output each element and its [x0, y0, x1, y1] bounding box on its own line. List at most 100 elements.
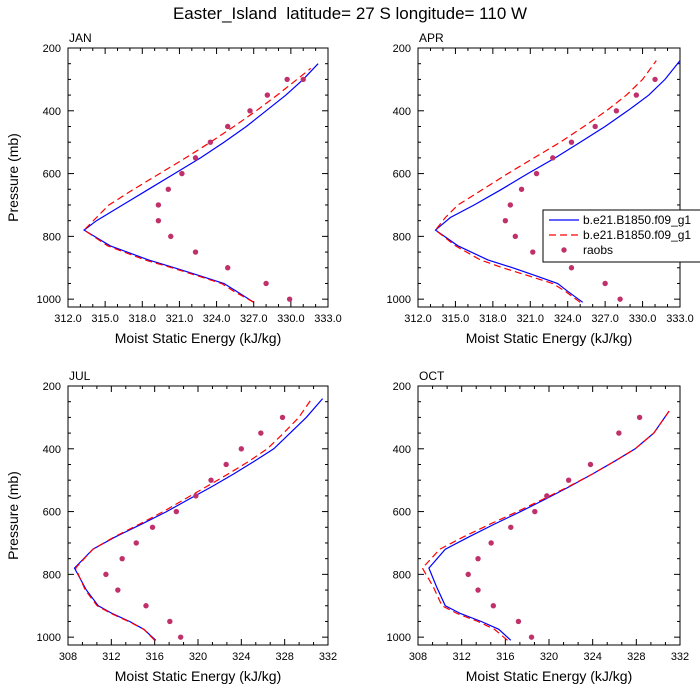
raobs-point — [225, 123, 231, 130]
raobs-point — [475, 555, 481, 562]
panel-title: JUL — [69, 369, 91, 383]
raobs-point — [173, 508, 180, 515]
raobs-point — [284, 76, 290, 83]
y-tick-label: 600 — [393, 169, 411, 181]
y-tick-label: 800 — [393, 231, 411, 243]
raobs-point — [286, 296, 293, 302]
plot-frame — [67, 385, 329, 646]
y-tick-label: 400 — [393, 106, 411, 118]
legend-marker-points — [561, 247, 567, 253]
x-tick-label: 308 — [59, 651, 77, 663]
raobs-point — [119, 555, 125, 562]
x-tick-label: 312 — [102, 651, 120, 663]
legend-box — [542, 209, 700, 263]
y-tick-label: 1000 — [387, 632, 411, 644]
y-tick-label: 200 — [393, 381, 411, 393]
x-tick-label: 324 — [583, 651, 601, 663]
raobs-point — [533, 170, 540, 177]
x-tick-label: 328 — [627, 651, 645, 663]
raobs-point — [515, 618, 522, 625]
x-tick-label: 318.0 — [479, 313, 507, 325]
raobs-point — [165, 186, 171, 192]
plot-frame — [417, 385, 681, 646]
raobs-point — [617, 296, 623, 302]
y-tick-label: 400 — [43, 106, 61, 118]
y-tick-label: 1000 — [37, 294, 61, 306]
raobs-point — [465, 571, 471, 578]
y-tick-label: 400 — [43, 444, 61, 456]
raobs-point — [115, 587, 121, 593]
raobs-point — [616, 430, 622, 436]
series-line-dashed — [421, 410, 670, 641]
x-tick-label: 330.0 — [629, 313, 657, 325]
raobs-point — [207, 139, 214, 145]
raobs-point — [544, 493, 550, 499]
raobs-point — [636, 414, 643, 421]
x-tick-label: 333.0 — [314, 313, 342, 325]
panel-jan: 312.0 315.0 318.0 321.0 324.0 327.0 330.0 333.0… — [5, 31, 342, 346]
x-tick-label: 321.0 — [517, 313, 545, 325]
x-tick-label: 332 — [319, 651, 337, 663]
y-tick-label: 200 — [393, 43, 411, 55]
series-line-dashed — [434, 60, 657, 303]
raobs-point — [103, 571, 109, 578]
panel-oct: 308 312 316 320 324 328 332 200 400 600 800 1000 OCT… — [387, 369, 690, 684]
x-tick-label: 330.0 — [277, 313, 305, 325]
raobs-point — [490, 603, 497, 609]
raobs-point — [488, 540, 494, 546]
plot-frame — [67, 47, 329, 308]
raobs-point — [300, 76, 306, 83]
y-tick-label: 600 — [43, 507, 61, 519]
y-tick-label: 1000 — [37, 632, 61, 644]
raobs-point — [507, 202, 514, 208]
x-tick-label: 312 — [452, 651, 470, 663]
x-axis-label: Moist Static Energy (kJ/kg) — [115, 330, 282, 346]
raobs-point — [263, 280, 269, 287]
raobs-point — [652, 76, 658, 83]
plot-frame — [417, 47, 681, 308]
x-tick-label: 312.0 — [404, 313, 432, 325]
raobs-point — [508, 524, 514, 530]
series-line-solid — [83, 63, 319, 303]
x-tick-label: 324.0 — [203, 313, 231, 325]
raobs-point — [149, 524, 156, 530]
x-tick-label: 321.0 — [166, 313, 194, 325]
raobs-point — [225, 265, 231, 271]
x-tick-label: 316 — [496, 651, 514, 663]
raobs-point — [155, 202, 162, 208]
y-tick-label: 400 — [393, 444, 411, 456]
legend: b.e21.B1850.f09_g1b.e21.B1850.f09_g1raob… — [542, 209, 700, 263]
raobs-point — [613, 108, 620, 114]
panel-jul: 308 312 316 320 324 328 332 200 400 600 800 1000 JUL… — [5, 369, 337, 684]
x-tick-label: 308 — [409, 651, 427, 663]
series-line-solid — [434, 60, 681, 303]
y-tick-label: 800 — [43, 231, 61, 243]
panel-title: JAN — [69, 31, 92, 45]
raobs-point — [532, 508, 538, 515]
raobs-point — [208, 477, 214, 483]
raobs-point — [167, 618, 173, 625]
raobs-point — [587, 461, 594, 468]
raobs-point — [223, 461, 229, 468]
y-tick-label: 200 — [43, 381, 61, 393]
x-tick-label: 332 — [671, 651, 689, 663]
x-tick-label: 328 — [275, 651, 293, 663]
y-tick-label: 200 — [43, 43, 61, 55]
raobs-point — [528, 634, 535, 640]
y-tick-label: 800 — [393, 569, 411, 581]
x-tick-label: 318.0 — [129, 313, 157, 325]
raobs-point — [475, 587, 481, 593]
panel-title: APR — [419, 31, 444, 45]
raobs-point — [512, 233, 519, 240]
x-tick-label: 324.0 — [554, 313, 582, 325]
raobs-point — [193, 493, 199, 499]
raobs-point — [179, 170, 185, 177]
y-tick-label: 1000 — [387, 294, 411, 306]
raobs-point — [518, 186, 525, 192]
x-tick-label: 320 — [540, 651, 558, 663]
x-axis-label: Moist Static Energy (kJ/kg) — [115, 668, 282, 684]
x-tick-label: 327.0 — [240, 313, 268, 325]
legend-entry: raobs — [583, 243, 613, 257]
